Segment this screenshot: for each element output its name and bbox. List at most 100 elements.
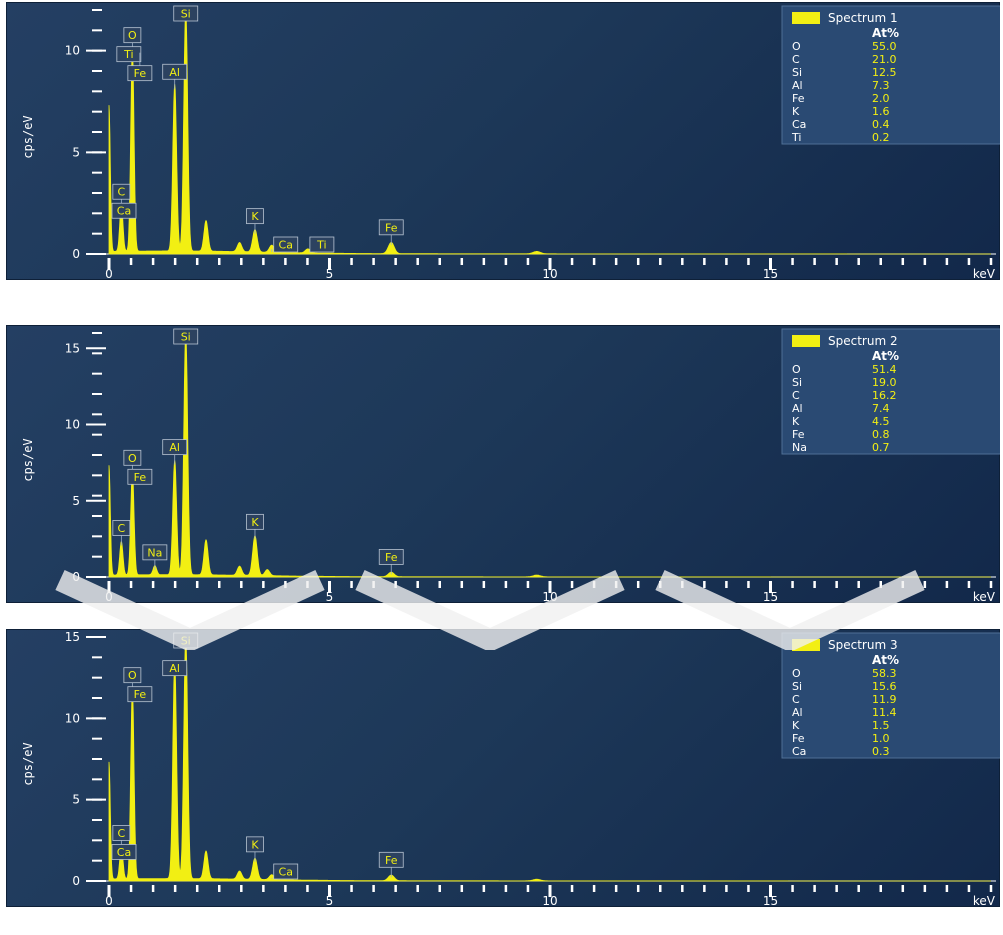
legend-element: K: [792, 415, 800, 428]
peak-label-box: [273, 236, 299, 253]
x-tick-label: 15: [763, 590, 778, 603]
legend-value: 15.6: [872, 680, 897, 693]
legend-box: [781, 632, 1000, 759]
peak-label-box: [246, 513, 264, 530]
x-tick-label: 5: [326, 894, 334, 907]
legend-value: 7.4: [872, 402, 890, 415]
x-tick-label: 5: [326, 590, 334, 603]
x-tick-label: 0: [105, 267, 113, 280]
legend-header: At%: [872, 26, 899, 40]
legend-swatch: [792, 335, 820, 347]
legend-element: Si: [792, 376, 802, 389]
legend-element: K: [792, 719, 800, 732]
peak-label: Ti: [123, 48, 133, 61]
legend-element: Ca: [792, 745, 806, 758]
legend-element: Si: [792, 680, 802, 693]
peak-label-box: [162, 63, 188, 80]
y-tick-label: 15: [65, 341, 80, 355]
peak-label: C: [118, 827, 126, 840]
peak-label: Al: [169, 662, 180, 675]
peak-label: O: [128, 29, 137, 42]
legend-value: 0.3: [872, 745, 890, 758]
peak-label: Al: [169, 66, 180, 79]
legend-value: 0.8: [872, 428, 890, 441]
peak-label-box: [309, 236, 335, 253]
peak-label: Fe: [134, 688, 147, 701]
y-tick-label: 10: [65, 418, 80, 432]
legend-value: 11.4: [872, 706, 897, 719]
legend-value: 51.4: [872, 363, 897, 376]
legend-swatch: [792, 639, 820, 651]
peak-label: Ca: [279, 239, 293, 252]
x-tick-label: 10: [542, 894, 557, 907]
legend-value: 2.0: [872, 92, 890, 105]
x-axis-title: keV: [973, 894, 996, 907]
peak-label-box: [173, 5, 199, 22]
x-tick-label: 5: [326, 267, 334, 280]
peak-label-box: [127, 686, 153, 703]
peak-label-box: [116, 46, 142, 63]
spectrum-area: [108, 636, 991, 882]
x-axis-title: keV: [973, 267, 996, 280]
y-tick-label: 5: [72, 793, 80, 807]
peak-label: K: [251, 516, 259, 529]
legend-value: 16.2: [872, 389, 897, 402]
peak-label-box: [162, 660, 188, 677]
legend-value: 1.6: [872, 105, 890, 118]
peak-label-box: [162, 439, 188, 456]
peak-label: Si: [181, 635, 191, 648]
peak-label-box: [111, 202, 137, 219]
legend-value: 19.0: [872, 376, 897, 389]
legend-value: 1.5: [872, 719, 890, 732]
peak-label: O: [128, 452, 137, 465]
peak-label: K: [251, 838, 259, 851]
peak-label: Si: [181, 8, 191, 21]
legend-element: Al: [792, 706, 803, 719]
legend-value: 12.5: [872, 66, 897, 79]
peak-label-box: [246, 208, 264, 225]
y-tick-label: 5: [72, 494, 80, 508]
peak-label: Ca: [279, 866, 293, 879]
legend-box: [781, 5, 1000, 145]
peak-label: Fe: [385, 221, 398, 234]
legend-value: 11.9: [872, 693, 897, 706]
legend-value: 55.0: [872, 40, 897, 53]
peak-label: Fe: [385, 551, 398, 564]
x-axis-title: keV: [973, 590, 996, 603]
spectrum-2-panel: 0 5 10 15 cps/eV 0 5 10 15 keV Si O Al C Na Fe K Fe Spectr…: [6, 325, 1000, 603]
legend-element: Fe: [792, 732, 805, 745]
peak-label-box: [123, 449, 142, 466]
legend-element: O: [792, 667, 801, 680]
legend-box: [781, 328, 1000, 455]
legend-element: O: [792, 40, 801, 53]
x-tick-label: 15: [763, 267, 778, 280]
peak-label: Ca: [117, 846, 131, 859]
legend-header: At%: [872, 653, 899, 667]
legend-element: O: [792, 363, 801, 376]
peak-label-box: [378, 219, 404, 236]
peak-label-box: [378, 549, 404, 565]
peak-label-box: [112, 825, 131, 841]
peak-label: C: [118, 522, 126, 535]
peak-label-box: [123, 667, 142, 684]
legend-title: Spectrum 1: [828, 11, 898, 25]
legend-element: Al: [792, 402, 803, 415]
legend-title: Spectrum 3: [828, 638, 898, 652]
peak-label: Ca: [117, 205, 131, 218]
y-tick-label: 15: [65, 630, 80, 644]
peak-label-box: [173, 328, 199, 345]
legend-element: Fe: [792, 92, 805, 105]
x-tick-label: 0: [105, 590, 113, 603]
y-axis-title: cps/eV: [21, 742, 35, 785]
legend-element: Al: [792, 79, 803, 92]
legend-value: 4.5: [872, 415, 890, 428]
y-tick-label: 0: [72, 570, 80, 584]
x-tick-label: 10: [542, 267, 557, 280]
legend-element: C: [792, 389, 800, 402]
peak-label: Si: [181, 331, 191, 344]
peak-label: Al: [169, 441, 180, 454]
x-tick-label: 10: [542, 590, 557, 603]
peak-label-box: [127, 65, 153, 82]
